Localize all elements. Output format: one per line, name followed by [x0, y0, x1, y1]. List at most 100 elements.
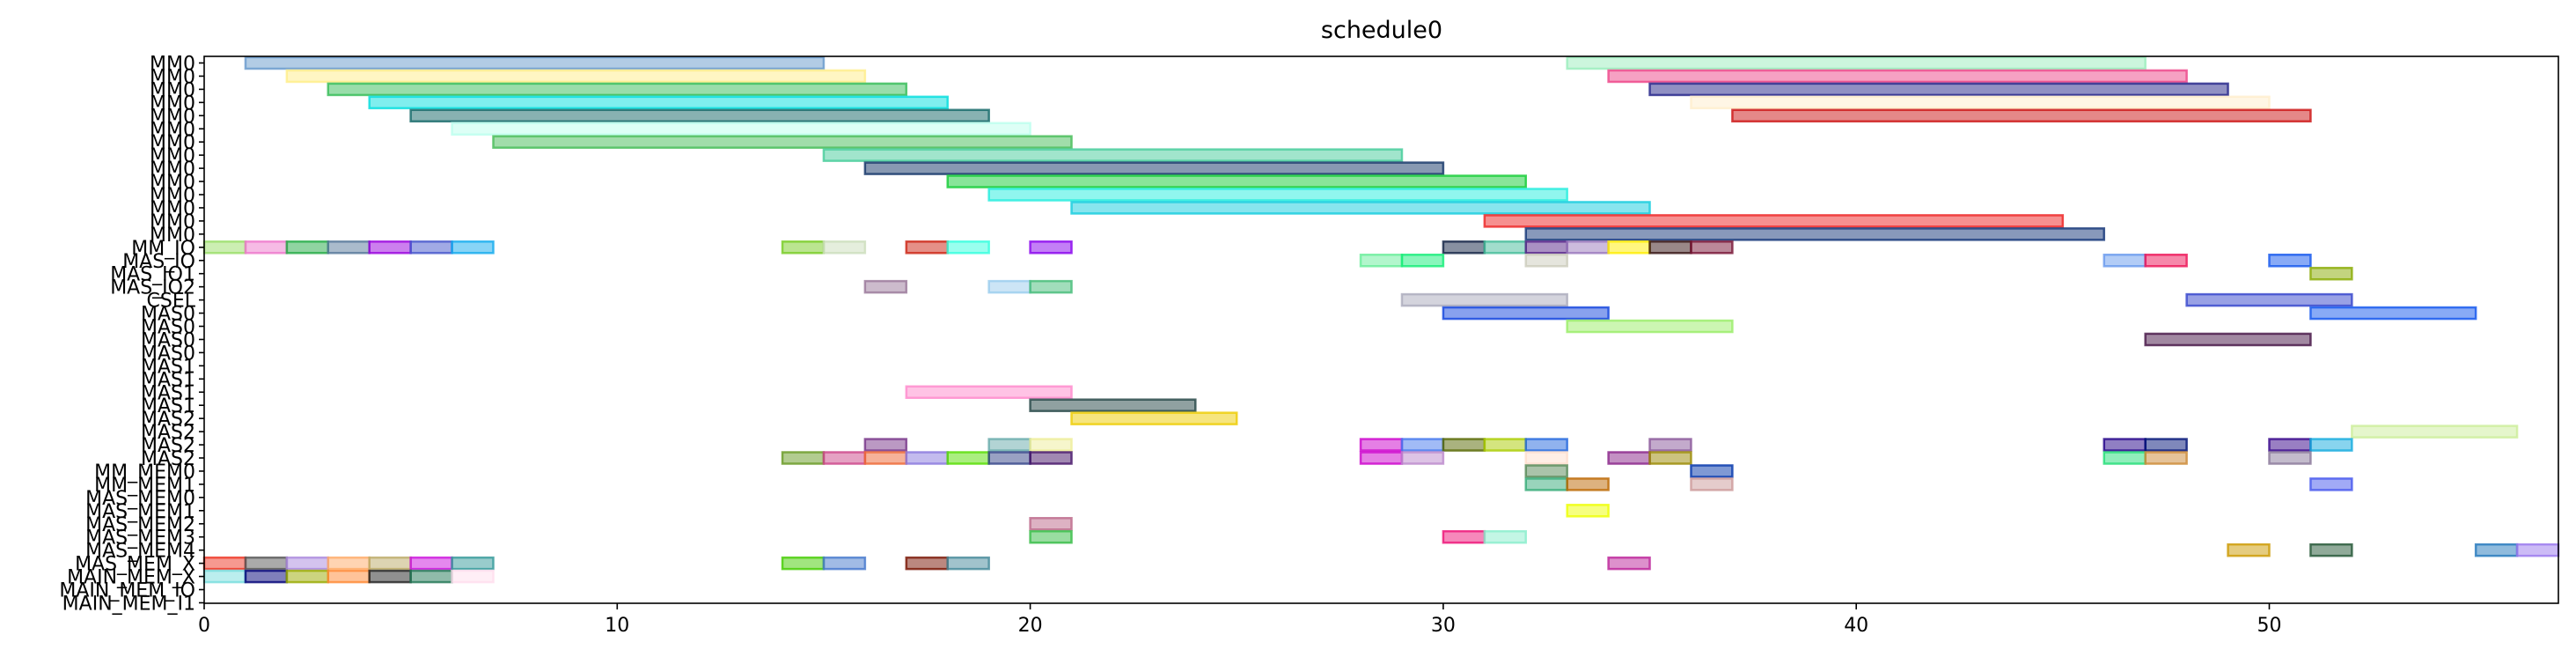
y-tick-label: MM0 [150, 198, 195, 220]
schedule-bar [1648, 451, 1692, 465]
schedule-bar [409, 108, 990, 123]
schedule-bar [368, 569, 412, 584]
schedule-bar [1524, 464, 1568, 478]
schedule-bar [1524, 477, 1568, 491]
schedule-bar [2515, 543, 2560, 557]
schedule-bar [327, 82, 908, 97]
schedule-bar [1566, 55, 2147, 70]
schedule-bar [451, 240, 495, 255]
y-tick-label: MM0 [150, 185, 195, 207]
schedule-bar [2144, 254, 2188, 268]
schedule-bar [1400, 292, 1568, 307]
schedule-bar [1483, 438, 1528, 452]
y-tick-label: MAS2 [141, 448, 195, 470]
schedule-bar [2185, 292, 2353, 307]
y-tick-label: MM0 [150, 132, 195, 154]
schedule-bar [987, 438, 1031, 452]
y-tick-label: MM0 [150, 145, 195, 167]
schedule-bar [202, 240, 247, 255]
x-tick-label: 20 [1018, 615, 1043, 637]
schedule-bar [822, 451, 867, 465]
schedule-bar [2103, 254, 2147, 268]
schedule-bar [1648, 240, 1692, 255]
schedule-bar [1690, 95, 2271, 110]
schedule-bar [285, 569, 330, 584]
y-tick-label: MM0 [150, 172, 195, 194]
y-tick-label: MAS_MEM1 [85, 501, 195, 523]
schedule-bar [327, 240, 371, 255]
x-tick-label: 10 [605, 615, 629, 637]
schedule-bar [1442, 240, 1486, 255]
schedule-bar [285, 69, 867, 84]
y-tick-label: MAS_MEM4 [85, 541, 195, 563]
y-tick-label: MM0 [150, 66, 195, 88]
y-tick-label: MM_MEM1 [94, 475, 195, 497]
schedule-bar [451, 556, 495, 571]
x-tick-label: 50 [2257, 615, 2281, 637]
schedule-bar [2144, 438, 2188, 452]
schedule-bar [2351, 424, 2519, 439]
schedule-bar [1690, 464, 1734, 478]
y-tick-label: MM0 [150, 211, 195, 233]
y-tick-label: MM0 [150, 119, 195, 141]
schedule-bar [1359, 451, 1404, 465]
y-tick-label: MM0 [150, 159, 195, 181]
schedule-bar [1566, 319, 1734, 334]
schedule-bar [1524, 438, 1568, 452]
schedule-bar [368, 240, 412, 255]
y-axis-ticks [199, 62, 204, 604]
schedule-bar [1607, 451, 1651, 465]
schedule-bar [946, 174, 1528, 188]
schedule-bar [244, 55, 826, 70]
schedule-bar [1483, 529, 1528, 544]
x-tick-label: 30 [1431, 615, 1456, 637]
schedule-bar [1524, 227, 2106, 241]
schedule-bar [822, 148, 1404, 162]
schedule-bar [2474, 543, 2519, 557]
schedule-bar [1690, 477, 1734, 491]
schedule-bar [1483, 214, 2065, 228]
schedule-bar [1566, 504, 1610, 518]
schedule-bar [822, 240, 867, 255]
schedule-bar [987, 451, 1031, 465]
schedule-bar [2227, 543, 2271, 557]
schedule-bar [1400, 438, 1445, 452]
y-tick-label: MAS_IO2 [110, 277, 195, 299]
y-tick-label: MM0 [150, 54, 195, 76]
schedule-bar [1607, 556, 1651, 571]
schedule-bar [1731, 108, 2312, 123]
schedule-bar [2309, 306, 2477, 321]
schedule-bar [2268, 438, 2312, 452]
x-tick-label: 0 [198, 615, 210, 637]
schedule-bar [368, 556, 412, 571]
schedule-bar [946, 556, 990, 571]
schedule-bar [1029, 279, 1073, 294]
y-tick-label: MM_MEM0 [94, 461, 195, 484]
schedule-bar [1359, 438, 1404, 452]
schedule-bar [863, 161, 1445, 175]
schedule-bar [905, 240, 949, 255]
y-tick-label: MAS2 [141, 435, 195, 457]
schedule-bar [1690, 240, 1734, 255]
schedule-bar [822, 556, 867, 571]
schedule-bar [2309, 543, 2353, 557]
y-tick-label: MM0 [150, 106, 195, 128]
schedule-bar [1029, 240, 1073, 255]
schedule-bar [1070, 411, 1238, 425]
y-tick-label: MAS_IO [122, 251, 195, 273]
schedule-bar [1400, 451, 1445, 465]
schedule-bar [905, 451, 949, 465]
chart-title: schedule0 [1321, 17, 1442, 44]
y-tick-label: MAS2 [141, 422, 195, 444]
schedule-bar [905, 385, 1073, 399]
y-tick-label: MAS_IO1 [110, 264, 195, 286]
schedule-bar [863, 279, 908, 294]
y-tick-label: MAS0 [141, 329, 195, 351]
schedule-bar [327, 569, 371, 584]
schedule-bar [244, 569, 289, 584]
schedule-bar [202, 569, 247, 584]
schedule-bar [409, 569, 453, 584]
schedule-bar [1607, 69, 2188, 84]
schedule-bar [1442, 306, 1610, 321]
schedule-bar [2268, 451, 2312, 465]
